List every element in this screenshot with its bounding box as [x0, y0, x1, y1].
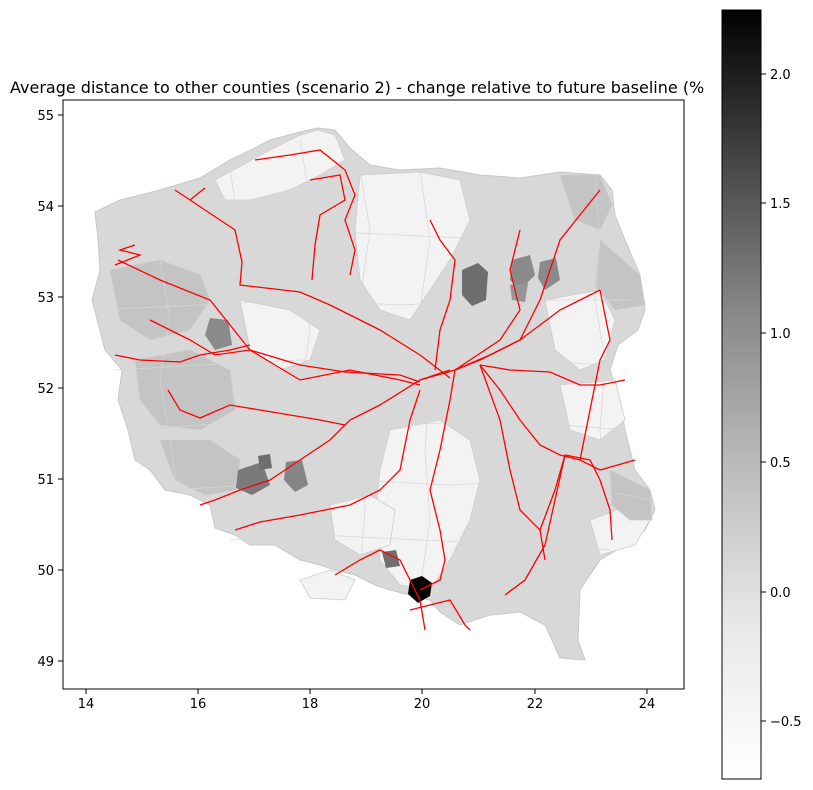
county-high-change-2: [510, 255, 535, 290]
y-tick-49: 49: [37, 655, 63, 670]
svg-text:0.0: 0.0: [770, 586, 791, 601]
x-tick-22: 22: [527, 689, 544, 712]
colorbar-tick-0: −0.5: [761, 715, 802, 730]
svg-text:1.0: 1.0: [770, 327, 791, 342]
x-tick-16: 16: [190, 689, 207, 712]
map-title: Average distance to other counties (scen…: [10, 78, 705, 97]
svg-text:14: 14: [78, 697, 95, 712]
svg-text:2.0: 2.0: [770, 68, 791, 83]
svg-text:20: 20: [414, 697, 431, 712]
colorbar-tick-3: 1.0: [761, 327, 791, 342]
county-high-change-1: [462, 263, 488, 306]
svg-text:52: 52: [37, 382, 54, 397]
map-axes-frame: [62, 99, 685, 690]
county-high-change-4: [510, 283, 528, 302]
x-tick-18: 18: [302, 689, 319, 712]
county-high-change-9: [382, 550, 400, 568]
county-high-change-5: [205, 318, 232, 350]
y-tick-55: 55: [37, 109, 63, 124]
svg-text:16: 16: [190, 697, 207, 712]
y-tick-54: 54: [37, 200, 63, 215]
svg-text:−0.5: −0.5: [770, 715, 802, 730]
y-tick-53: 53: [37, 291, 63, 306]
y-tick-50: 50: [37, 564, 63, 579]
y-tick-52: 52: [37, 382, 63, 397]
svg-text:54: 54: [37, 200, 54, 215]
county-high-change-6: [236, 462, 270, 495]
y-axis: 49 50 51 52 53 54 55: [37, 109, 63, 670]
colorbar-tick-4: 1.5: [761, 197, 791, 212]
svg-text:24: 24: [639, 697, 656, 712]
rail-lines: [114, 149, 636, 631]
x-tick-14: 14: [78, 689, 95, 712]
colorbar-ticks: −0.5 0.0 0.5 1.0 1.5 2.0: [761, 68, 802, 730]
x-tick-24: 24: [639, 689, 656, 712]
x-tick-20: 20: [414, 689, 431, 712]
county-high-change-7: [284, 460, 308, 492]
county-high-change-8: [258, 454, 272, 470]
svg-text:50: 50: [37, 564, 54, 579]
svg-text:51: 51: [37, 473, 54, 488]
svg-text:22: 22: [527, 697, 544, 712]
svg-text:18: 18: [302, 697, 319, 712]
colorbar-tick-5: 2.0: [761, 68, 791, 83]
medium-change-regions: [109, 174, 653, 521]
colorbar-tick-1: 0.0: [761, 586, 791, 601]
svg-text:49: 49: [37, 655, 54, 670]
colorbar-tick-2: 0.5: [761, 456, 791, 471]
y-tick-51: 51: [37, 473, 63, 488]
colorbar: [721, 9, 762, 780]
svg-text:0.5: 0.5: [770, 456, 791, 471]
svg-text:55: 55: [37, 109, 54, 124]
svg-text:53: 53: [37, 291, 54, 306]
x-axis: 14 16 18 20 22 24: [78, 689, 656, 712]
svg-text:1.5: 1.5: [770, 197, 791, 212]
